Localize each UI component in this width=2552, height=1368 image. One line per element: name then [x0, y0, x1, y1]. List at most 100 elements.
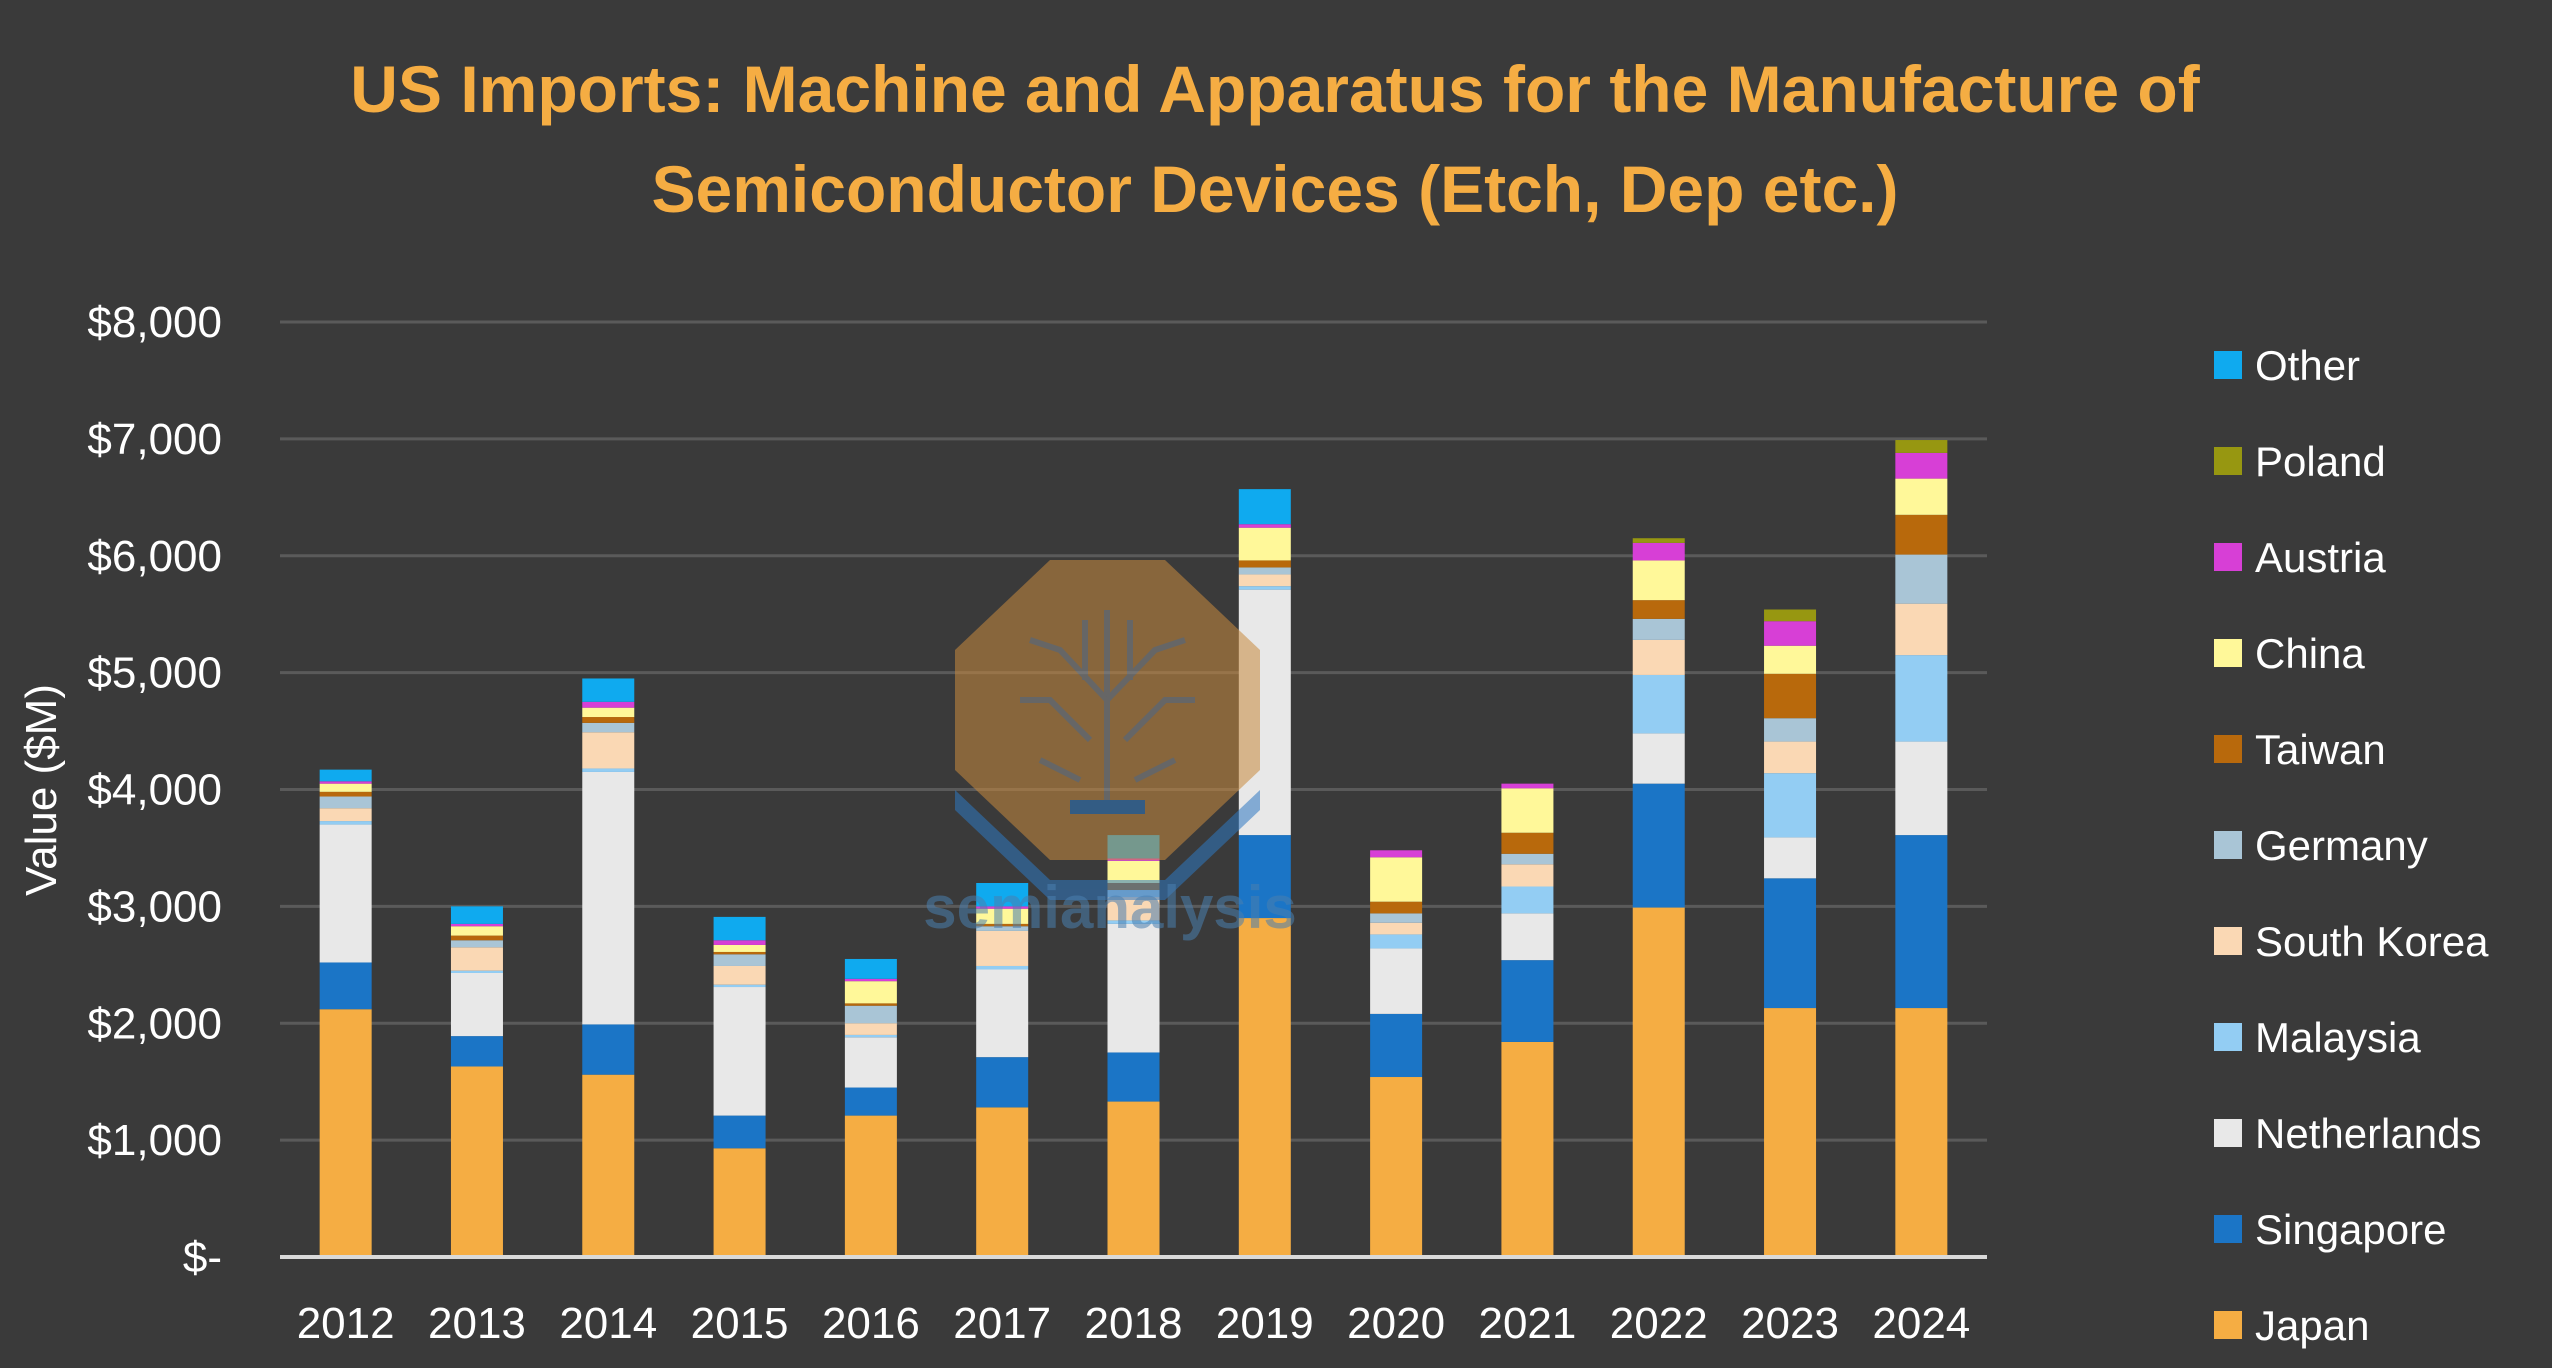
- bar-stack-2012: [319, 769, 372, 1257]
- legend-label-other: Other: [2255, 342, 2360, 389]
- bar-singapore-2012: [319, 962, 372, 1010]
- bar-china-2023: [1764, 645, 1817, 674]
- bar-china-2024: [1895, 478, 1948, 515]
- bar-south-korea-2012: [319, 808, 372, 822]
- y-tick-label: $1,000: [87, 1116, 222, 1165]
- bar-japan-2018: [1107, 1101, 1160, 1257]
- legend-label-malaysia: Malaysia: [2255, 1014, 2421, 1061]
- bar-south-korea-2024: [1895, 603, 1948, 656]
- bar-netherlands-2016: [844, 1037, 897, 1088]
- bar-china-2013: [450, 926, 503, 936]
- bar-austria-2015: [713, 940, 766, 945]
- bar-singapore-2014: [582, 1024, 635, 1075]
- bar-singapore-2013: [450, 1036, 503, 1067]
- bar-taiwan-2022: [1632, 600, 1685, 619]
- bar-stack-2014: [582, 678, 635, 1257]
- bar-south-korea-2018: [1107, 897, 1160, 921]
- watermark-text: semianalysis: [923, 874, 1297, 941]
- x-tick-label: 2013: [428, 1299, 526, 1348]
- x-tick-label: 2020: [1347, 1299, 1445, 1348]
- legend-swatch-netherlands: [2214, 1119, 2242, 1147]
- legend: Other Poland Austria China Taiwan Germany Sout…: [2214, 342, 2489, 1349]
- bar-other-2019: [1238, 489, 1291, 525]
- bar-netherlands-2023: [1764, 837, 1817, 879]
- legend-swatch-china: [2214, 639, 2242, 667]
- y-tick-label: $5,000: [87, 649, 222, 698]
- bar-taiwan-2016: [844, 1003, 897, 1006]
- bar-taiwan-2020: [1370, 901, 1423, 914]
- bar-malaysia-2013: [450, 970, 503, 973]
- bar-austria-2020: [1370, 850, 1423, 858]
- bar-germany-2019: [1238, 567, 1291, 575]
- bar-malaysia-2012: [319, 821, 372, 825]
- legend-swatch-south-korea: [2214, 927, 2242, 955]
- bar-germany-2015: [713, 954, 766, 966]
- bar-austria-2017: [976, 906, 1029, 909]
- bar-stack-2019: [1238, 489, 1291, 1257]
- bar-germany-2023: [1764, 718, 1817, 742]
- x-tick-label: 2012: [297, 1299, 395, 1348]
- bar-malaysia-2020: [1370, 934, 1423, 949]
- bar-taiwan-2021: [1501, 832, 1554, 854]
- bar-austria-2023: [1764, 621, 1817, 646]
- bar-germany-2013: [450, 940, 503, 948]
- bar-stack-2016: [844, 958, 897, 1257]
- bar-austria-2019: [1238, 524, 1291, 528]
- x-tick-label: 2018: [1085, 1299, 1183, 1348]
- bar-japan-2021: [1501, 1041, 1554, 1257]
- bar-stack-2023: [1764, 609, 1817, 1257]
- bar-austria-2021: [1501, 783, 1554, 789]
- bar-taiwan-2013: [450, 935, 503, 941]
- x-tick-label: 2022: [1610, 1299, 1708, 1348]
- legend-label-south-korea: South Korea: [2255, 918, 2489, 965]
- bar-singapore-2016: [844, 1087, 897, 1116]
- bar-singapore-2019: [1238, 835, 1291, 919]
- bar-japan-2015: [713, 1148, 766, 1257]
- y-tick-label: $8,000: [87, 298, 222, 347]
- x-tick-label: 2017: [953, 1299, 1051, 1348]
- bar-austria-2014: [582, 701, 635, 708]
- bar-netherlands-2022: [1632, 733, 1685, 784]
- bar-south-korea-2019: [1238, 574, 1291, 587]
- bar-other-2013: [450, 906, 503, 924]
- bar-singapore-2018: [1107, 1052, 1160, 1102]
- bar-germany-2014: [582, 722, 635, 733]
- watermark-circuit-tree-icon: [1020, 610, 1195, 800]
- bar-netherlands-2024: [1895, 741, 1948, 836]
- chart-title-line-2: Semiconductor Devices (Etch, Dep etc.): [651, 152, 1898, 226]
- legend-label-poland: Poland: [2255, 438, 2386, 485]
- bar-singapore-2022: [1632, 783, 1685, 908]
- legend-swatch-malaysia: [2214, 1023, 2242, 1051]
- bar-malaysia-2022: [1632, 674, 1685, 734]
- legend-swatch-poland: [2214, 447, 2242, 475]
- bar-poland-2024: [1895, 440, 1948, 453]
- bar-austria-2012: [319, 781, 372, 784]
- bar-china-2017: [976, 908, 1029, 924]
- bar-netherlands-2012: [319, 824, 372, 963]
- chart-title-line-1: US Imports: Machine and Apparatus for th…: [350, 52, 2200, 126]
- bar-stack-2013: [450, 906, 503, 1257]
- bar-germany-2016: [844, 1005, 897, 1024]
- x-tick-label: 2016: [822, 1299, 920, 1348]
- bar-stack-2020: [1370, 850, 1423, 1257]
- bar-poland-2022: [1632, 538, 1685, 543]
- x-tick-label: 2023: [1741, 1299, 1839, 1348]
- bar-china-2012: [319, 783, 372, 792]
- bar-japan-2016: [844, 1115, 897, 1257]
- bar-china-2016: [844, 981, 897, 1004]
- bar-germany-2017: [976, 926, 1029, 931]
- bar-taiwan-2012: [319, 791, 372, 797]
- bar-malaysia-2023: [1764, 773, 1817, 838]
- y-axis-tick-labels: $- $1,000 $2,000 $3,000 $4,000 $5,000 $6,000 $7…: [87, 298, 222, 1282]
- bar-netherlands-2015: [713, 987, 766, 1116]
- legend-label-singapore: Singapore: [2255, 1206, 2446, 1253]
- bar-netherlands-2014: [582, 771, 635, 1025]
- legend-swatch-other: [2214, 351, 2242, 379]
- bar-germany-2024: [1895, 554, 1948, 604]
- y-axis-label: Value ($M): [17, 684, 66, 896]
- x-axis-tick-labels: 2012 2013 2014 2015 2016 2017 2018 2019 2020 2021…: [297, 1299, 1971, 1348]
- bar-taiwan-2024: [1895, 514, 1948, 555]
- bar-taiwan-2017: [976, 923, 1029, 927]
- bar-south-korea-2023: [1764, 741, 1817, 774]
